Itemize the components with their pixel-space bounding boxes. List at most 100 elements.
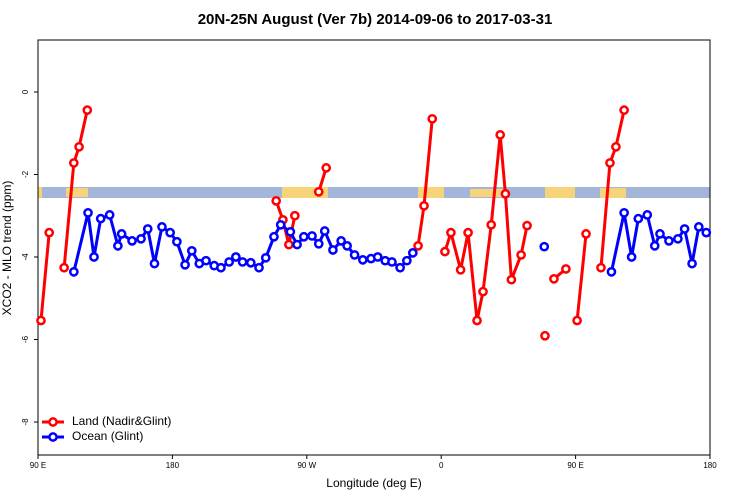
data-point — [664, 236, 674, 246]
y-tick-label: 0 — [21, 89, 30, 94]
data-point — [116, 229, 127, 239]
data-point — [495, 130, 506, 140]
land-mask-band — [38, 187, 710, 198]
data-point — [540, 330, 550, 341]
y-axis-label: XCO2 - MLO trend (ppm) — [0, 181, 14, 316]
data-point — [606, 266, 617, 277]
y-tick-label: -8 — [21, 418, 30, 426]
data-point — [149, 258, 160, 269]
series — [68, 207, 712, 277]
data-point — [349, 250, 360, 260]
data-point — [157, 222, 167, 232]
data-point — [231, 252, 241, 262]
x-tick-label: 0 — [439, 461, 444, 470]
data-point — [298, 231, 309, 242]
y-tick-label: -2 — [21, 170, 30, 178]
data-point — [83, 207, 93, 218]
data-point — [136, 233, 146, 244]
data-point — [216, 262, 226, 273]
data-point — [455, 264, 466, 275]
land-patch — [470, 189, 506, 197]
data-point — [172, 236, 182, 247]
data-point — [74, 141, 84, 152]
data-point — [59, 262, 69, 273]
data-point — [395, 262, 405, 273]
data-point — [419, 200, 429, 211]
plot-frame — [37, 39, 711, 456]
legend-marker — [48, 417, 58, 427]
data-point — [68, 158, 79, 168]
data-point — [463, 227, 473, 238]
data-point — [413, 240, 423, 251]
y-tick-label: -6 — [21, 335, 30, 343]
data-point — [321, 163, 332, 173]
land-patch — [66, 188, 88, 197]
data-point — [687, 258, 697, 269]
data-point — [113, 240, 123, 251]
x-tick-label: 180 — [703, 461, 717, 470]
data-point — [342, 240, 352, 251]
data-point — [292, 239, 302, 250]
data-point — [626, 252, 637, 262]
data-point — [245, 257, 256, 268]
data-point — [307, 231, 317, 241]
land-patch — [282, 187, 328, 198]
data-point — [407, 248, 418, 258]
data-point — [611, 141, 621, 152]
data-point — [506, 274, 517, 285]
legend-label: Ocean (Glint) — [72, 429, 143, 443]
data-point — [472, 315, 482, 326]
data-point — [581, 229, 591, 239]
data-point — [142, 224, 153, 234]
x-tick-label: 90 E — [567, 461, 583, 470]
data-point — [619, 105, 629, 115]
data-point — [402, 255, 412, 266]
series — [36, 105, 629, 341]
data-point — [478, 286, 488, 297]
data-point — [561, 264, 571, 274]
data-point — [237, 257, 248, 267]
data-point — [486, 219, 497, 230]
data-point — [357, 255, 368, 265]
data-point — [275, 219, 286, 230]
data-point — [104, 210, 115, 220]
x-tick-label: 180 — [166, 461, 180, 470]
data-point — [127, 236, 137, 246]
data-point — [186, 245, 197, 256]
data-point — [522, 220, 532, 231]
data-point — [572, 315, 582, 326]
data-point — [68, 266, 79, 277]
data-point — [701, 227, 712, 238]
legend: Land (Nadir&Glint)Ocean (Glint) — [42, 414, 171, 443]
land-patch — [418, 187, 444, 198]
data-point — [82, 105, 93, 115]
x-tick-label: 90 W — [297, 461, 316, 470]
data-point — [201, 255, 211, 266]
x-axis-label: Longitude (deg E) — [326, 476, 421, 490]
data-point — [649, 240, 660, 251]
data-point — [269, 231, 279, 242]
data-point — [516, 250, 526, 260]
data-point — [539, 241, 550, 252]
data-point — [95, 213, 106, 224]
land-patch — [545, 187, 575, 198]
ocean-band — [38, 187, 710, 198]
data-point — [693, 222, 704, 232]
data-point — [673, 233, 683, 244]
data-point — [655, 229, 665, 239]
data-point — [446, 227, 456, 238]
land-patch — [38, 187, 42, 198]
data-point — [372, 252, 383, 262]
chart-title: 20N-25N August (Ver 7b) 2014-09-06 to 20… — [198, 11, 553, 28]
data-point — [89, 252, 99, 262]
data-point — [224, 257, 234, 267]
data-point — [427, 113, 438, 124]
data-point — [36, 315, 46, 326]
data-point — [336, 236, 346, 246]
data-point — [254, 262, 264, 273]
data-point — [605, 158, 615, 168]
legend-label: Land (Nadir&Glint) — [72, 414, 171, 428]
data-point — [500, 189, 511, 199]
